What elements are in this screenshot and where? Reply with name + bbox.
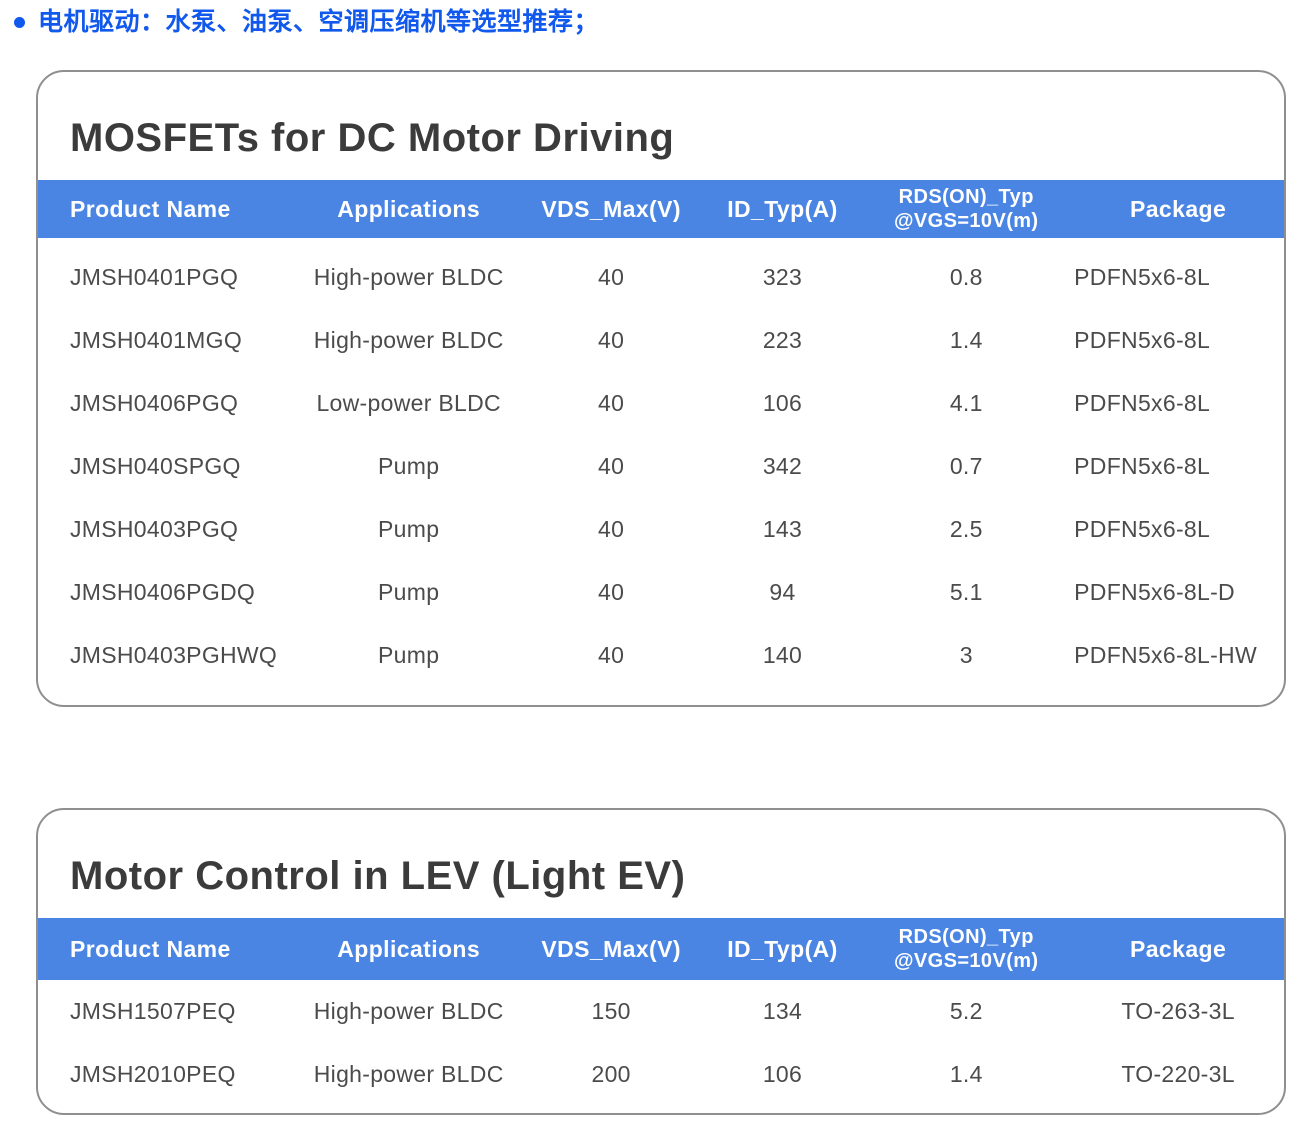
table-cell: Pump	[378, 579, 440, 605]
table-cell: 5.1	[949, 579, 983, 605]
column-header: Package	[1130, 195, 1227, 222]
table-header: Product Name Applications VDS_Max(V) ID_Typ…	[38, 918, 1284, 980]
table-cell: 5.2	[949, 998, 983, 1024]
column-header: ID_Typ(A)	[727, 935, 838, 962]
table-row: JMSH0403PGHWQ Pump 40 140 3 PDFN5x6-8L-HW	[38, 624, 1284, 687]
column-header: RDS(ON)_Typ @VGS=10V(m)	[893, 186, 1039, 232]
column-header: Applications	[337, 935, 481, 962]
table-cell: 40	[598, 327, 625, 353]
table-row: JMSH0401PGQ High-power BLDC 40 323 0.8 PDFN5x…	[38, 246, 1284, 309]
table-cell: 4.1	[949, 390, 983, 416]
column-header: Applications	[337, 195, 481, 222]
table-cell: 150	[591, 998, 631, 1024]
table-cell: 2.5	[949, 516, 983, 542]
table-cell: 1.4	[949, 327, 983, 353]
table-cell: 40	[598, 453, 625, 479]
table-cell: Low-power BLDC	[316, 390, 501, 416]
table-cell: Pump	[378, 642, 440, 668]
column-header: Package	[1130, 935, 1227, 962]
table-cell: 1.4	[949, 1061, 983, 1087]
table-cell: 323	[762, 264, 803, 290]
column-header: Product Name	[70, 935, 231, 962]
table-cell: 40	[598, 642, 625, 668]
table-cell: 223	[762, 327, 803, 353]
table-cell: High-power BLDC	[313, 998, 504, 1024]
table-cell: 94	[769, 579, 796, 605]
column-header: RDS(ON)_Typ @VGS=10V(m)	[893, 926, 1039, 972]
table-cell: 3	[959, 642, 973, 668]
table-cell: 342	[762, 453, 803, 479]
table-cell: JMSH040SPGQ	[70, 453, 241, 479]
card-dc-motor-driving: MOSFETs for DC Motor Driving Product Nam…	[36, 70, 1286, 707]
table-cell: Pump	[378, 516, 440, 542]
table-cell: JMSH0403PGHWQ	[70, 642, 278, 668]
table-header: Product Name Applications VDS_Max(V) ID_Typ…	[38, 180, 1284, 238]
table-cell: JMSH2010PEQ	[70, 1061, 236, 1087]
table-cell: JMSH0406PGDQ	[70, 579, 256, 605]
table-row: JMSH2010PEQ High-power BLDC 200 106 1.4 TO-22…	[38, 1043, 1284, 1106]
table-cell: 40	[598, 264, 625, 290]
table-body: JMSH0401PGQ High-power BLDC 40 323 0.8 PDFN5x…	[38, 238, 1284, 687]
header-row: Product Name Applications VDS_Max(V) ID_Typ…	[38, 180, 1284, 238]
table-cell: TO-263-3L	[1121, 998, 1235, 1024]
bullet-line: 电机驱动：水泵、油泵、空调压缩机等选型推荐；	[14, 6, 599, 38]
spec-table-lev: Product Name Applications VDS_Max(V) ID_Typ…	[38, 918, 1284, 1106]
table-body: JMSH1507PEQ High-power BLDC 150 134 5.2 TO-26…	[38, 980, 1284, 1106]
table-cell: PDFN5x6-8L	[1074, 327, 1211, 353]
column-header: ID_Typ(A)	[727, 195, 838, 222]
table-cell: 40	[598, 516, 625, 542]
bullet-icon	[14, 16, 25, 28]
table-cell: High-power BLDC	[313, 1061, 504, 1087]
table-cell: TO-220-3L	[1121, 1061, 1235, 1087]
column-header: VDS_Max(V)	[541, 195, 681, 222]
table-cell: JMSH0401PGQ	[70, 264, 239, 290]
table-cell: 143	[762, 516, 803, 542]
table-cell: 140	[762, 642, 803, 668]
table-cell: PDFN5x6-8L	[1074, 264, 1211, 290]
table-row: JMSH1507PEQ High-power BLDC 150 134 5.2 TO-26…	[38, 980, 1284, 1043]
table-row: JMSH0406PGQ Low-power BLDC 40 106 4.1 PDFN5x6…	[38, 372, 1284, 435]
table-cell: High-power BLDC	[313, 264, 504, 290]
table-cell: PDFN5x6-8L-HW	[1074, 642, 1257, 668]
table-cell: High-power BLDC	[313, 327, 504, 353]
table-row: JMSH0401MGQ High-power BLDC 40 223 1.4 PDFN5x…	[38, 309, 1284, 372]
table-cell: 106	[762, 1061, 803, 1087]
table-cell: PDFN5x6-8L	[1074, 390, 1211, 416]
table-cell: 40	[598, 390, 625, 416]
table-cell: 200	[591, 1061, 631, 1087]
table-cell: JMSH0406PGQ	[70, 390, 239, 416]
table-row: JMSH0406PGDQ Pump 40 94 5.1 PDFN5x6-8L-D	[38, 561, 1284, 624]
card-lev-motor-control: Motor Control in LEV (Light EV) Product …	[36, 808, 1286, 1115]
table-row: JMSH040SPGQ Pump 40 342 0.7 PDFN5x6-8L	[38, 435, 1284, 498]
table-cell: 134	[762, 998, 803, 1024]
table-cell: PDFN5x6-8L-D	[1074, 579, 1235, 605]
table-title-lev: Motor Control in LEV (Light EV)	[70, 854, 686, 898]
table-cell: Pump	[378, 453, 440, 479]
bullet-text: 电机驱动：水泵、油泵、空调压缩机等选型推荐；	[38, 8, 600, 36]
table-cell: 40	[598, 579, 625, 605]
table-cell: JMSH0403PGQ	[70, 516, 239, 542]
table-cell: PDFN5x6-8L	[1074, 516, 1211, 542]
table-cell: 0.8	[949, 264, 983, 290]
header-row: Product Name Applications VDS_Max(V) ID_Typ…	[38, 918, 1284, 980]
table-cell: 106	[762, 390, 803, 416]
spec-table-dc-motor: Product Name Applications VDS_Max(V) ID_Typ…	[38, 180, 1284, 687]
column-header: VDS_Max(V)	[541, 935, 681, 962]
table-cell: PDFN5x6-8L	[1074, 453, 1211, 479]
table-title-dc-motor: MOSFETs for DC Motor Driving	[70, 116, 675, 160]
table-cell: JMSH0401MGQ	[70, 327, 243, 353]
table-row: JMSH0403PGQ Pump 40 143 2.5 PDFN5x6-8L	[38, 498, 1284, 561]
table-cell: 0.7	[949, 453, 983, 479]
column-header: Product Name	[70, 195, 231, 222]
table-cell: JMSH1507PEQ	[70, 998, 236, 1024]
